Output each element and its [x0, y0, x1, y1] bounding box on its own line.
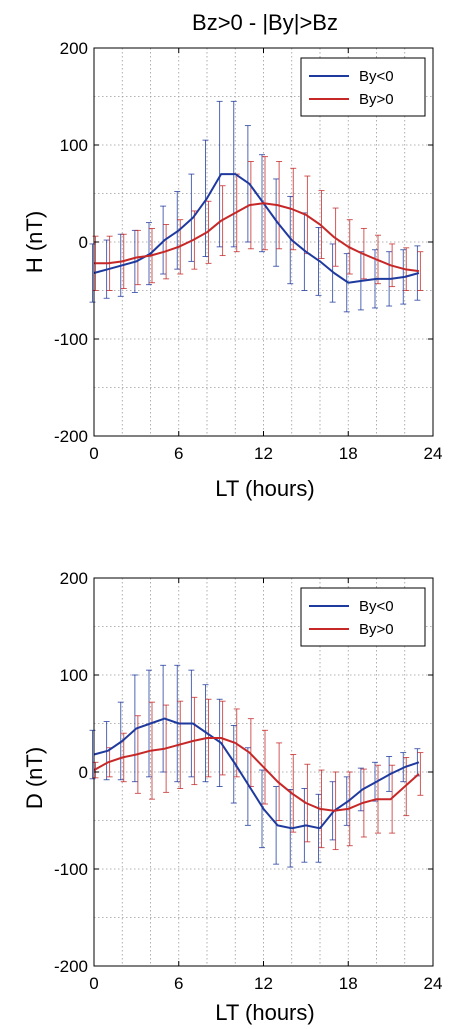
panel-h-xtick-label: 24: [424, 444, 443, 463]
panel-d-xtick-label: 24: [424, 974, 443, 993]
panel-h-ytick-label: -100: [54, 330, 88, 349]
panel-d-ylabel: D (nT): [22, 747, 47, 809]
panel-d-ytick-label: -200: [54, 957, 88, 976]
panel-h-ytick-label: 200: [60, 39, 88, 58]
panel-h-xtick-label: 12: [254, 444, 273, 463]
panel-h-ytick-label: 0: [79, 233, 88, 252]
panel-h: Bz>0 - |By|>Bz 0 6 12 18 24 -200-1000100200 …: [22, 10, 442, 501]
panel-d-series-line-by-neg: [93, 717, 420, 830]
panel-d-legend: By<0 By>0: [300, 587, 426, 647]
panel-h-series-line-by-pos: [94, 202, 420, 273]
panel-h-legend-label: By>0: [359, 91, 394, 108]
panel-d-xtick-label: 6: [174, 974, 183, 993]
panel-h-ytick-label: -200: [54, 427, 88, 446]
panel-h-title: Bz>0 - |By|>Bz: [192, 10, 338, 35]
panel-h-legend-box: [300, 57, 426, 117]
panel-h-ytick-label: 100: [60, 136, 88, 155]
panel-d-xlabel: LT (hours): [215, 1000, 314, 1025]
panel-h-legend-label: By<0: [359, 68, 394, 85]
panel-d-errorbars: [89, 664, 424, 868]
panel-d-legend-label: By>0: [359, 621, 394, 638]
panel-h-xtick-label: 18: [339, 444, 358, 463]
panel-h-lines: [93, 173, 420, 284]
panel-h-legend: By<0 By>0: [300, 57, 426, 117]
panel-h-xtick-label: 6: [174, 444, 183, 463]
panel-h-xlabel: LT (hours): [215, 476, 314, 501]
panel-h-yticks: -200 -100 0 100 200: [54, 39, 433, 446]
panel-d-ytick-label: 200: [60, 569, 88, 588]
panel-d-series-line-by-pos: [93, 737, 420, 812]
panel-d-xtick-label: 0: [89, 974, 98, 993]
panel-d-xticks: 0 6 12 18 24: [89, 578, 442, 993]
panel-d-ytick-label: -100: [54, 860, 88, 879]
panel-d-lines: [93, 717, 420, 830]
panel-h-xtick-label: 0: [89, 444, 98, 463]
panel-d-ytick-label: 0: [79, 763, 88, 782]
panel-d-xtick-label: 12: [254, 974, 273, 993]
panel-d: 0 6 12 18 24 -200 -100 0 100 200 LT (hours) D (n…: [22, 569, 442, 1025]
panel-d-legend-label: By<0: [359, 598, 394, 615]
panel-d-legend-box: [300, 587, 426, 647]
panel-h-ylabel: H (nT): [22, 211, 47, 273]
panel-d-xtick-label: 18: [339, 974, 358, 993]
panel-h-series-line-by-neg: [93, 173, 420, 284]
panel-d-yticks: -200 -100 0 100 200: [54, 569, 433, 976]
panel-d-ytick-label: 100: [60, 666, 88, 685]
panel-h-xticks: 0 6 12 18 24: [89, 48, 442, 463]
